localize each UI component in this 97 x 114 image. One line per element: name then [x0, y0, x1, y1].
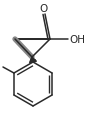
Polygon shape: [30, 57, 36, 63]
Text: OH: OH: [69, 35, 85, 45]
Text: O: O: [39, 4, 47, 14]
